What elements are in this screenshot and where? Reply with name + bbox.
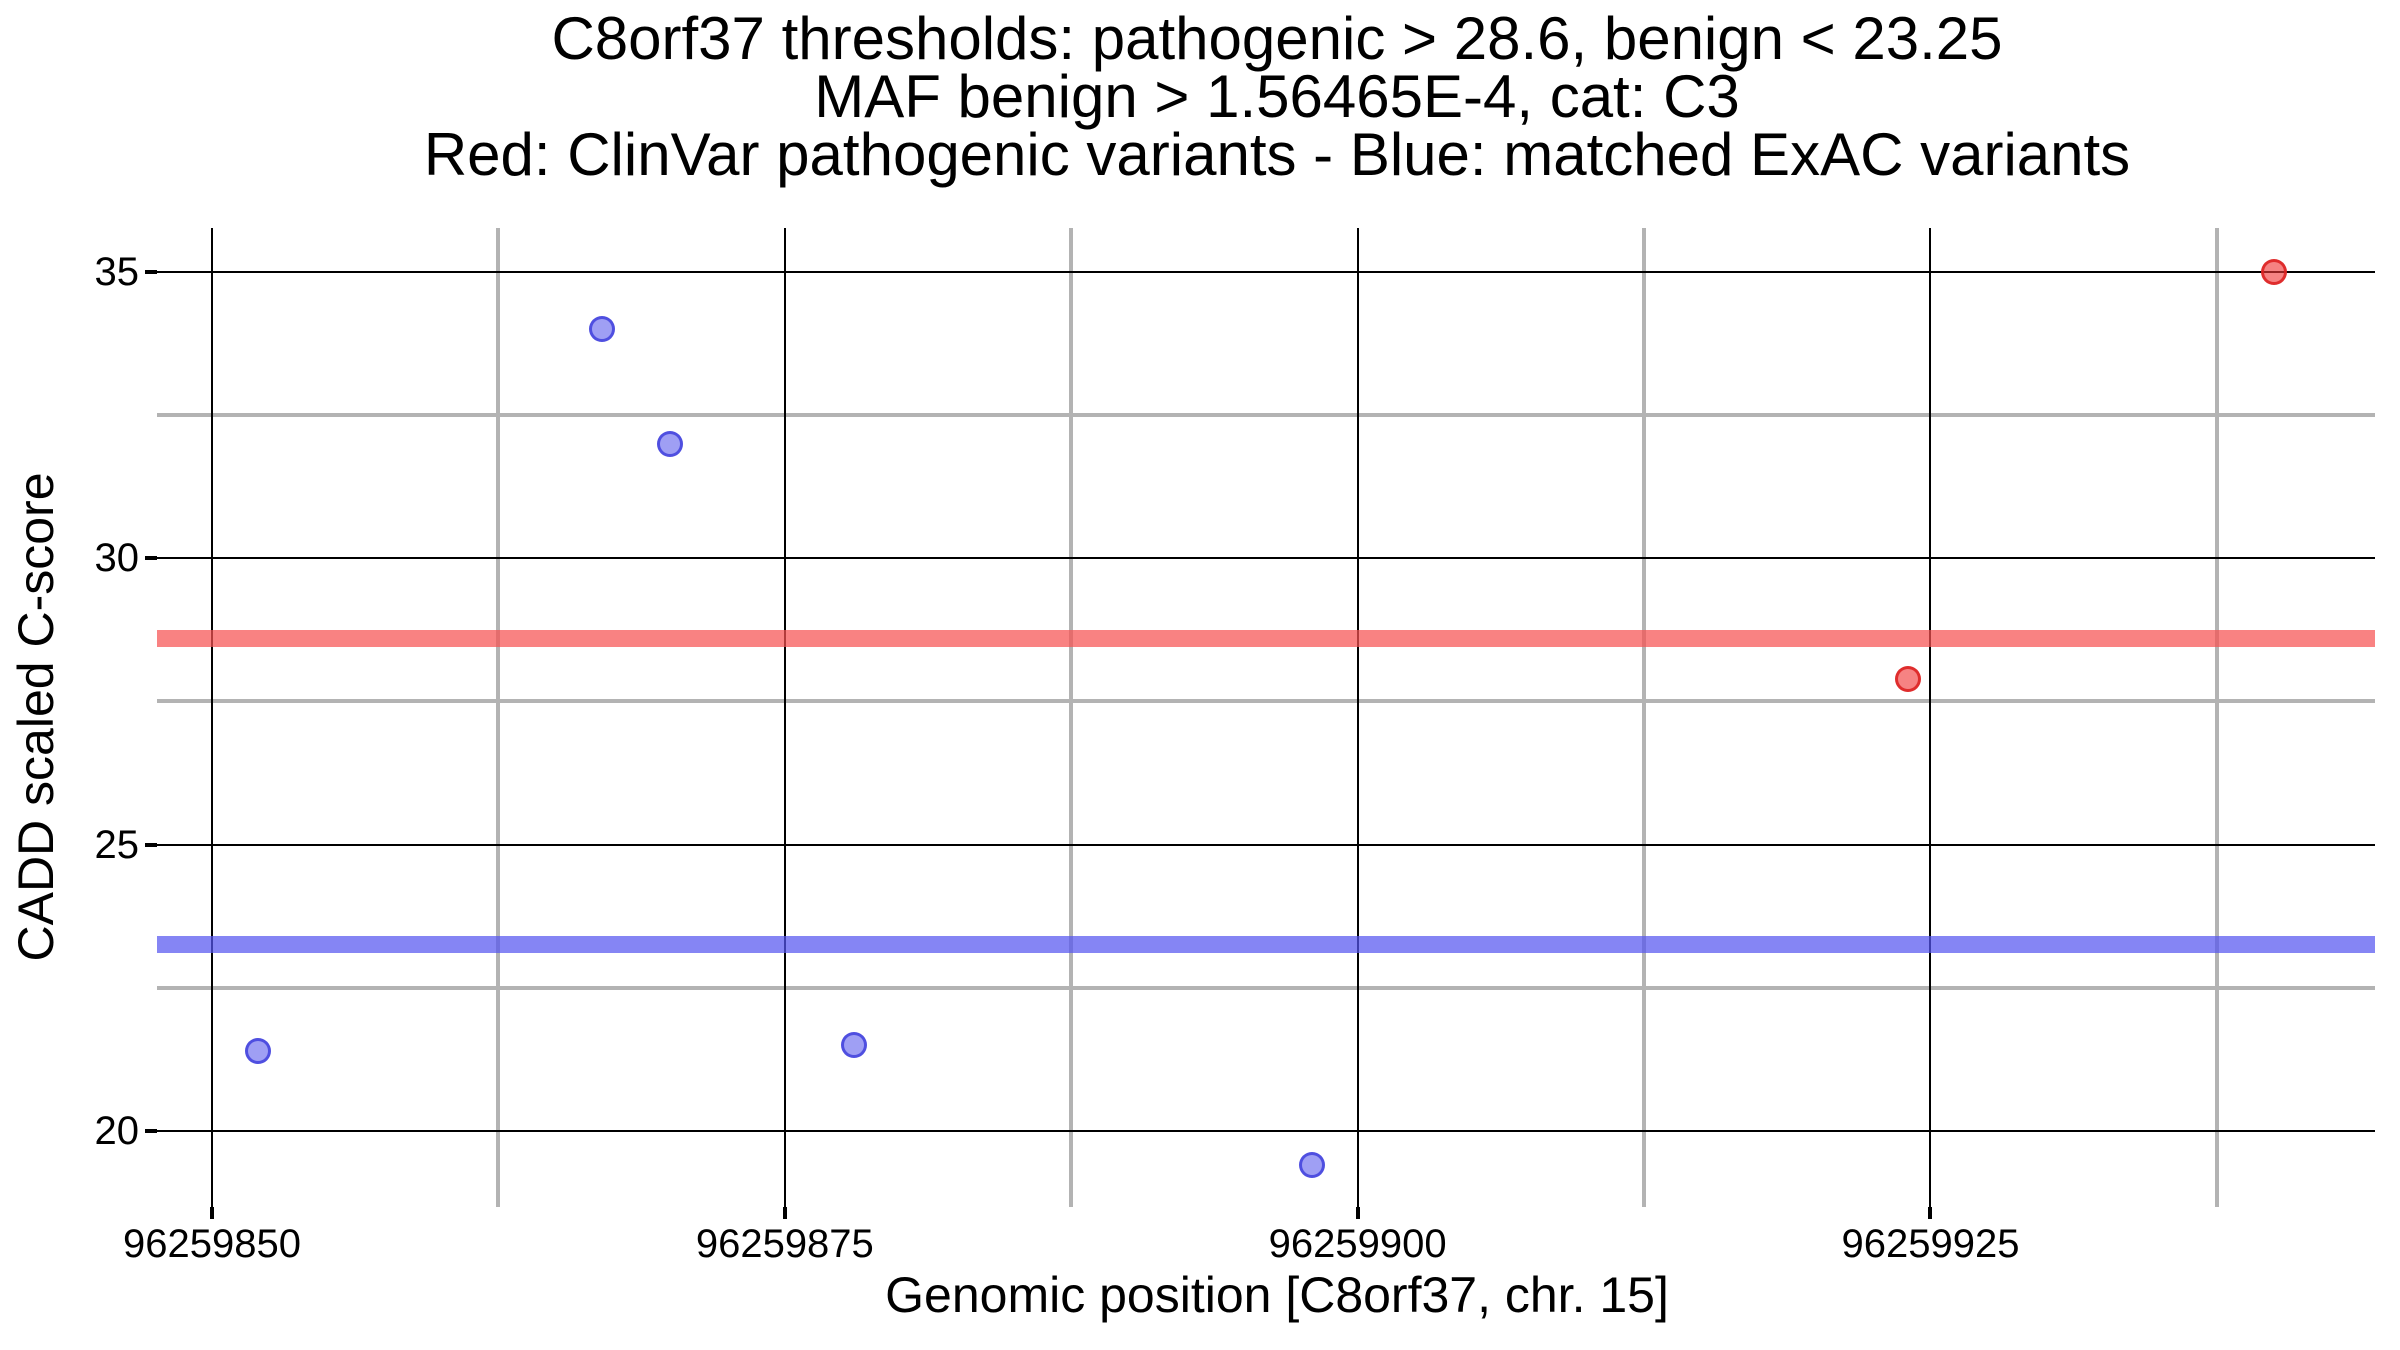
y-tick-label: 20 bbox=[94, 1108, 140, 1153]
major-gridline-horizontal bbox=[157, 271, 2375, 274]
minor-gridline-vertical bbox=[1642, 228, 1647, 1207]
data-point-exac bbox=[588, 316, 615, 343]
major-gridline-vertical bbox=[783, 228, 786, 1207]
threshold-line-pathogenic bbox=[157, 629, 2375, 647]
x-tick-label: 96259900 bbox=[1268, 1222, 1447, 1266]
y-tick-mark bbox=[145, 270, 157, 275]
major-gridline-horizontal bbox=[157, 557, 2375, 560]
minor-gridline-horizontal bbox=[157, 699, 2375, 704]
major-gridline-vertical bbox=[210, 228, 213, 1207]
y-tick-mark bbox=[145, 556, 157, 561]
y-tick-label: 35 bbox=[94, 250, 140, 295]
chart-title-line-3: Red: ClinVar pathogenic variants - Blue:… bbox=[423, 121, 2131, 188]
major-gridline-horizontal bbox=[157, 843, 2375, 846]
y-tick-label: 25 bbox=[94, 822, 140, 867]
x-tick-mark bbox=[782, 1207, 787, 1219]
x-axis-label: Genomic position [C8orf37, chr. 15] bbox=[885, 1267, 1669, 1323]
minor-gridline-vertical bbox=[1069, 228, 1074, 1207]
plot-panel bbox=[157, 228, 2375, 1207]
data-point-exac bbox=[840, 1031, 867, 1058]
data-point-exac bbox=[657, 430, 684, 457]
y-tick-label: 30 bbox=[94, 536, 140, 581]
major-gridline-vertical bbox=[1929, 228, 1932, 1207]
x-tick-label: 96259925 bbox=[1841, 1222, 2020, 1266]
y-tick-mark bbox=[145, 1128, 157, 1133]
minor-gridline-horizontal bbox=[157, 985, 2375, 990]
x-tick-label: 96259875 bbox=[695, 1222, 874, 1266]
major-gridline-horizontal bbox=[157, 1129, 2375, 1132]
minor-gridline-vertical bbox=[2214, 228, 2219, 1207]
chart-title-line-1: C8orf37 thresholds: pathogenic > 28.6, b… bbox=[551, 5, 2003, 72]
y-tick-mark bbox=[145, 842, 157, 847]
threshold-line-benign bbox=[157, 936, 2375, 954]
minor-gridline-horizontal bbox=[157, 413, 2375, 418]
x-tick-mark bbox=[1928, 1207, 1933, 1219]
chart-title: C8orf37 thresholds: pathogenic > 28.6, b… bbox=[157, 5, 2397, 188]
x-tick-label: 96259850 bbox=[123, 1222, 301, 1266]
minor-gridline-vertical bbox=[496, 228, 501, 1207]
data-point-clinvar bbox=[1894, 665, 1921, 692]
x-tick-mark bbox=[209, 1207, 214, 1219]
major-gridline-vertical bbox=[1356, 228, 1359, 1207]
chart-title-line-2: MAF benign > 1.56465E-4, cat: C3 bbox=[814, 63, 1740, 130]
data-point-exac bbox=[1298, 1152, 1325, 1179]
data-point-clinvar bbox=[2261, 259, 2288, 286]
x-tick-mark bbox=[1355, 1207, 1360, 1219]
data-point-exac bbox=[244, 1037, 271, 1064]
